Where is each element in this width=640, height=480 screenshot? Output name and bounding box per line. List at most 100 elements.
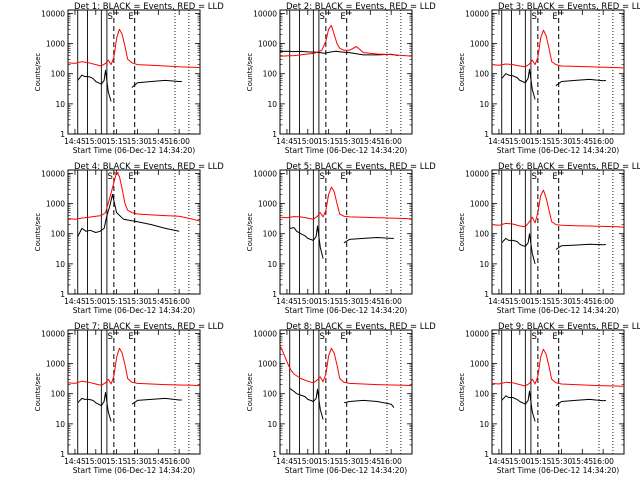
panel-grid: Det 1: BLACK = Events, RED = LLD 1 10 100 10… <box>34 2 640 475</box>
x-tick-label: 14:45 <box>276 137 298 146</box>
events-series-line <box>279 50 399 57</box>
lld-series-line <box>279 345 413 387</box>
x-tick-label: 14:45 <box>64 297 86 306</box>
x-tick-label: 15:45 <box>572 297 594 306</box>
x-tick-label: 15:15 <box>530 297 552 306</box>
axis-frame <box>491 329 625 455</box>
x-tick-label: 16:00 <box>592 137 614 146</box>
marker-label: E <box>340 12 345 22</box>
events-series-line <box>501 233 536 265</box>
marker-label: S <box>107 12 112 22</box>
x-axis-label: Start Time (06-Dec-12 14:34:20) <box>73 306 195 315</box>
y-tick-label: 100 <box>51 70 66 79</box>
x-axis-label: Start Time (06-Dec-12 14:34:20) <box>497 466 619 475</box>
x-tick-label: 15:45 <box>360 457 382 466</box>
y-tick-label: 1 <box>484 130 489 139</box>
y-axis-label: Counts/sec <box>34 373 42 412</box>
x-tick-label: 15:00 <box>509 137 531 146</box>
y-tick-label: 1 <box>60 450 65 459</box>
events-series-line <box>555 243 606 250</box>
y-tick-label: 100 <box>51 390 66 399</box>
detector-panel: Det 6: BLACK = Events, RED = LLD 1 10 100 10… <box>458 162 640 315</box>
events-series-line <box>501 68 536 100</box>
y-tick-label: 100 <box>475 230 490 239</box>
detector-panel: Det 9: BLACK = Events, RED = LLD 1 10 100 10… <box>458 322 640 475</box>
y-tick-label: 1000 <box>470 40 489 49</box>
panel-title: Det 4: BLACK = Events, RED = LLD <box>74 162 224 172</box>
x-tick-label: 15:00 <box>85 457 107 466</box>
x-tick-label: 15:30 <box>551 297 573 306</box>
events-series-line <box>289 225 324 259</box>
y-axis-label: Counts/sec <box>458 213 466 252</box>
x-tick-label: 15:45 <box>148 457 170 466</box>
events-series-line <box>77 392 112 422</box>
y-axis-label: Counts/sec <box>246 213 254 252</box>
marker-label: E <box>128 172 133 182</box>
detector-panel: Det 8: BLACK = Events, RED = LLD 1 10 100 10… <box>246 322 436 475</box>
y-tick-label: 1 <box>60 290 65 299</box>
x-tick-label: 15:15 <box>530 457 552 466</box>
detector-panel: Det 2: BLACK = Events, RED = LLD 1 10 100 10… <box>246 2 436 155</box>
y-tick-label: 10 <box>55 260 65 269</box>
y-tick-label: 10 <box>55 420 65 429</box>
marker-label: E <box>552 12 557 22</box>
x-axis-label: Start Time (06-Dec-12 14:34:20) <box>285 306 407 315</box>
x-tick-label: 15:15 <box>530 137 552 146</box>
lld-series-line <box>491 189 625 228</box>
x-tick-label: 16:00 <box>592 297 614 306</box>
events-series-line <box>343 237 394 244</box>
axis-frame <box>491 9 625 135</box>
x-tick-label: 15:15 <box>318 137 340 146</box>
lld-series-line <box>67 28 201 69</box>
x-tick-label: 15:30 <box>127 297 149 306</box>
detector-panel: Det 5: BLACK = Events, RED = LLD 1 10 100 10… <box>246 162 436 315</box>
panel-title: Det 3: BLACK = Events, RED = LLD <box>498 2 640 12</box>
x-tick-label: 15:15 <box>106 457 128 466</box>
y-axis-label: Counts/sec <box>34 213 42 252</box>
x-tick-label: 16:00 <box>380 457 402 466</box>
axis-frame <box>491 169 625 295</box>
panel-title: Det 8: BLACK = Events, RED = LLD <box>286 322 436 332</box>
x-tick-label: 15:30 <box>127 457 149 466</box>
x-tick-label: 14:45 <box>276 297 298 306</box>
y-tick-label: 1 <box>60 130 65 139</box>
x-tick-label: 15:30 <box>551 137 573 146</box>
x-tick-label: 15:15 <box>318 457 340 466</box>
axis-frame <box>279 169 413 295</box>
y-tick-label: 1000 <box>46 40 65 49</box>
y-tick-label: 10 <box>267 420 277 429</box>
x-tick-label: 14:45 <box>488 297 510 306</box>
lld-series-line <box>67 171 201 222</box>
y-tick-label: 100 <box>263 230 278 239</box>
y-tick-label: 10 <box>479 100 489 109</box>
marker-label: S <box>107 172 112 182</box>
x-tick-label: 16:00 <box>592 457 614 466</box>
marker-label: E <box>128 12 133 22</box>
y-tick-label: 10000 <box>253 329 277 338</box>
y-tick-label: 10 <box>267 260 277 269</box>
x-axis-label: Start Time (06-Dec-12 14:34:20) <box>285 466 407 475</box>
x-tick-label: 15:00 <box>85 297 107 306</box>
events-series-line <box>555 398 606 407</box>
marker-label: S <box>319 12 324 22</box>
panel-title: Det 6: BLACK = Events, RED = LLD <box>498 162 640 172</box>
axis-frame <box>67 9 201 135</box>
x-tick-label: 15:00 <box>297 297 319 306</box>
x-tick-label: 15:30 <box>127 137 149 146</box>
x-axis-label: Start Time (06-Dec-12 14:34:20) <box>285 146 407 155</box>
y-tick-label: 1 <box>272 290 277 299</box>
y-tick-label: 1000 <box>46 200 65 209</box>
x-tick-label: 16:00 <box>380 137 402 146</box>
x-tick-label: 16:00 <box>168 137 190 146</box>
x-tick-label: 15:45 <box>360 297 382 306</box>
axis-frame <box>67 169 201 295</box>
y-tick-label: 1 <box>484 290 489 299</box>
detector-panel: Det 7: BLACK = Events, RED = LLD 1 10 100 10… <box>34 322 224 475</box>
x-axis-label: Start Time (06-Dec-12 14:34:20) <box>73 466 195 475</box>
x-tick-label: 15:00 <box>509 297 531 306</box>
events-series-line <box>343 399 395 408</box>
axis-frame <box>279 9 413 135</box>
y-tick-label: 100 <box>475 70 490 79</box>
x-tick-label: 14:45 <box>64 137 86 146</box>
y-tick-label: 1000 <box>46 360 65 369</box>
